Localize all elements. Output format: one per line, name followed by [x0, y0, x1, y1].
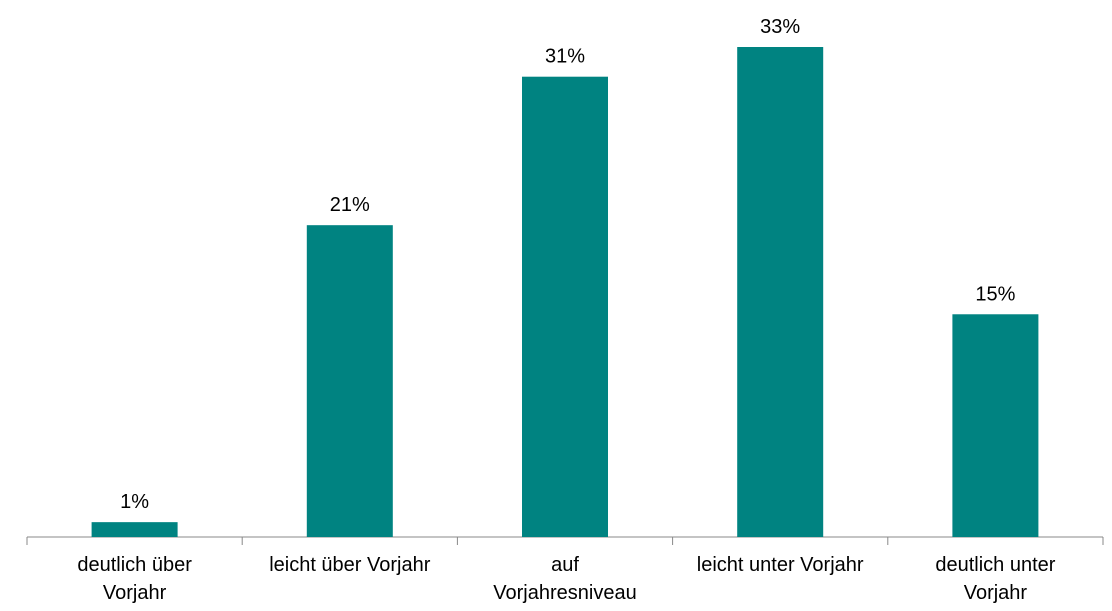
value-label: 15% — [975, 283, 1015, 305]
x-tick-label: deutlich über Vorjahr — [77, 554, 192, 604]
bar — [522, 76, 608, 538]
x-tick-label: auf Vorjahresniveau — [493, 554, 637, 604]
value-label: 21% — [330, 194, 370, 216]
value-label: 1% — [120, 491, 149, 513]
x-tick-label: leicht über Vorjahr — [269, 554, 431, 576]
bar — [952, 314, 1039, 537]
bar — [737, 47, 824, 537]
x-tick-label: leicht unter Vorjahr — [696, 554, 864, 576]
x-tick-label: deutlich unter Vorjahr — [935, 554, 1056, 604]
bar — [306, 225, 393, 537]
value-label: 31% — [545, 46, 585, 68]
value-label: 33% — [760, 16, 800, 38]
bar — [91, 522, 178, 537]
